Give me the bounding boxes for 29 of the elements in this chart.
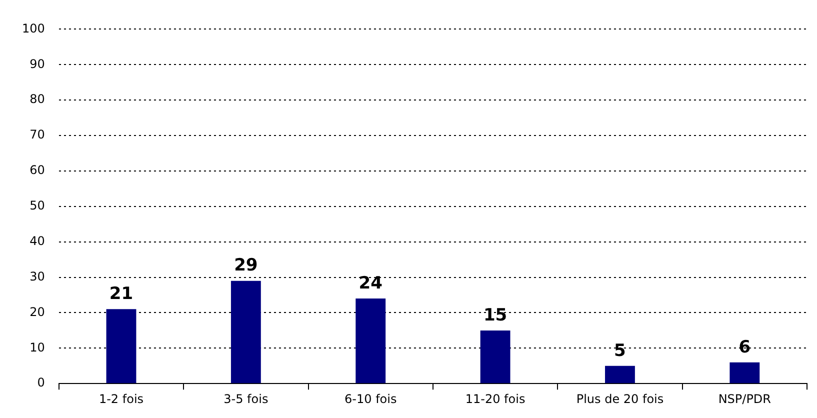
bar xyxy=(605,366,635,384)
data-label: 29 xyxy=(234,256,258,276)
y-tick-label: 90 xyxy=(30,56,45,71)
y-tick-label: 60 xyxy=(30,163,45,178)
x-tick-label: NSP/PDR xyxy=(718,392,771,406)
bar xyxy=(106,309,136,384)
y-tick-label: 0 xyxy=(37,376,45,390)
x-tick-label: 6-10 fois xyxy=(344,392,397,406)
bar xyxy=(480,330,510,384)
data-label: 15 xyxy=(483,305,508,326)
bar xyxy=(230,280,261,384)
y-tick-label: 10 xyxy=(30,340,45,354)
data-label: 21 xyxy=(109,284,134,304)
x-tick-label: Plus de 20 fois xyxy=(576,392,664,406)
x-tick-label: 3-5 fois xyxy=(224,392,268,406)
bar xyxy=(730,362,760,384)
y-tick-label: 40 xyxy=(30,234,45,248)
y-tick-label: 30 xyxy=(30,269,45,284)
y-tick-label: 20 xyxy=(30,304,45,319)
y-tick-label: 70 xyxy=(30,128,45,142)
x-tick-label: 1-2 fois xyxy=(98,392,144,406)
y-tick-label: 100 xyxy=(22,21,45,36)
data-label: 6 xyxy=(738,337,751,358)
data-label: 24 xyxy=(358,273,383,294)
y-tick-label: 80 xyxy=(30,92,45,106)
data-label: 5 xyxy=(614,340,626,361)
bar xyxy=(356,298,386,384)
x-tick-label: 11-20 fois xyxy=(465,392,526,406)
y-tick-label: 50 xyxy=(30,198,45,213)
